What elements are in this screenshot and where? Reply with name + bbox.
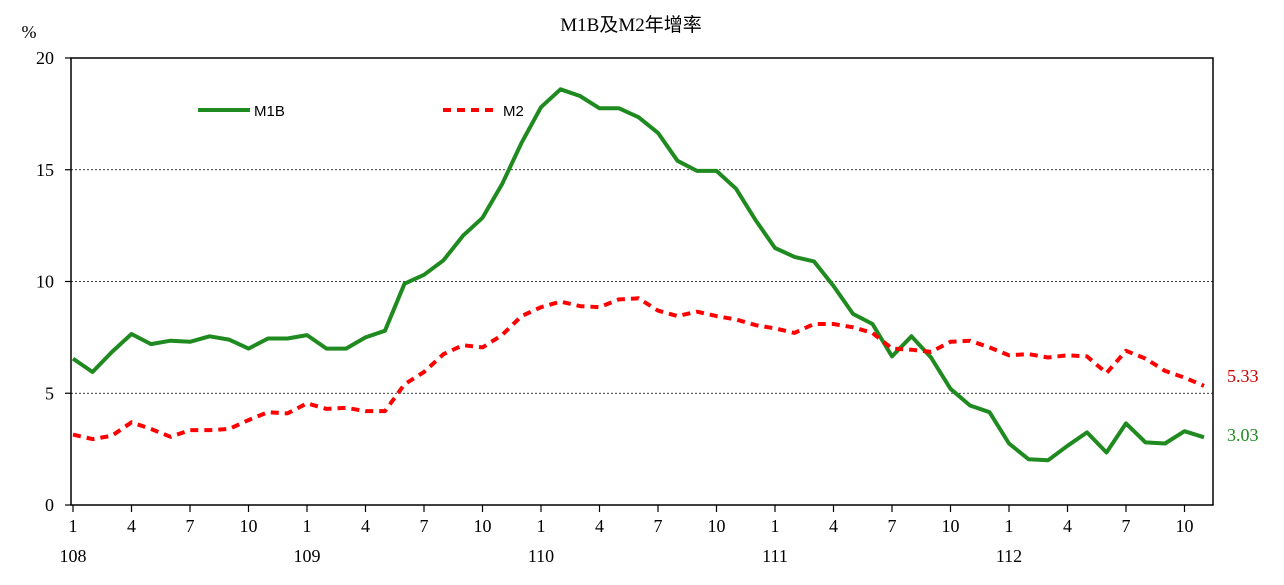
y-tick-label: 0 (45, 495, 54, 515)
y-axis-unit: % (22, 22, 37, 42)
x-year-label: 112 (996, 546, 1022, 566)
x-tick-label: 1 (303, 516, 312, 536)
x-tick-label: 4 (361, 516, 370, 536)
x-tick-label: 10 (474, 516, 492, 536)
x-tick-label: 4 (127, 516, 136, 536)
chart-title: M1B及M2年增率 (560, 14, 701, 36)
x-tick-label: 7 (1122, 516, 1131, 536)
x-tick-label: 1 (1005, 516, 1014, 536)
x-axis-ticks: 1 4 7 10 1 4 7 10 1 4 7 10 1 4 7 10 1 4 7 10 108 109 110 111 112 (60, 505, 1194, 566)
x-tick-label: 1 (537, 516, 546, 536)
x-year-label: 111 (762, 546, 788, 566)
gridlines (71, 169, 1213, 394)
x-tick-label: 4 (1063, 516, 1072, 536)
end-label-m1b: 3.03 (1227, 425, 1259, 445)
series-lines (71, 87, 1205, 463)
legend-label-m1b: M1B (254, 103, 285, 120)
y-tick-label: 5 (45, 383, 54, 403)
x-year-label: 110 (528, 546, 554, 566)
series-line-m2 (72, 296, 1205, 442)
x-tick-label: 10 (1176, 516, 1194, 536)
x-year-label: 109 (294, 546, 321, 566)
y-tick-label: 20 (36, 48, 54, 68)
x-tick-label: 7 (654, 516, 663, 536)
x-tick-label: 10 (240, 516, 258, 536)
x-tick-label: 7 (186, 516, 195, 536)
x-tick-label: 1 (771, 516, 780, 536)
x-tick-label: 4 (595, 516, 604, 536)
x-tick-label: 4 (829, 516, 838, 536)
plot-frame (70, 57, 1214, 506)
y-tick-label: 10 (36, 272, 54, 292)
legend: M1B M2 (198, 103, 524, 120)
x-tick-label: 10 (708, 516, 726, 536)
x-year-label: 108 (60, 546, 87, 566)
x-tick-label: 7 (420, 516, 429, 536)
y-tick-label: 15 (36, 160, 54, 180)
x-tick-label: 1 (69, 516, 78, 536)
legend-label-m2: M2 (503, 103, 524, 120)
y-axis-ticks: 0 5 10 15 20 (36, 48, 71, 515)
x-tick-label: 7 (888, 516, 897, 536)
end-label-m2: 5.33 (1227, 366, 1259, 386)
series-line-m1b (71, 87, 1205, 463)
x-tick-label: 10 (942, 516, 960, 536)
